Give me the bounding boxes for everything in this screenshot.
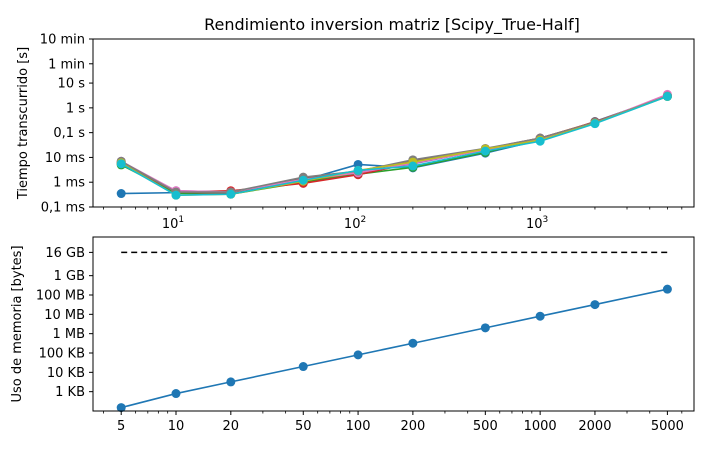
time-y-tick-label: 10 ms <box>45 151 85 166</box>
memory-data-point <box>353 350 363 360</box>
memory-y-tick-label: 16 GB <box>45 246 85 261</box>
time-series-line <box>120 94 668 193</box>
time-data-point <box>480 146 490 156</box>
memory-x-tick-label: 5 <box>117 419 125 434</box>
memory-y-tick-label: 10 KB <box>47 366 85 381</box>
time-y-tick-label: 1 s <box>66 101 85 116</box>
memory-x-axis: 5 10 20 50 100 200 500 1000 2000 5000 <box>103 411 684 434</box>
time-series-line <box>120 95 668 196</box>
memory-data-point <box>408 338 418 348</box>
memory-x-tick-label: 5000 <box>651 419 684 434</box>
time-plot-frame <box>92 38 695 208</box>
time-y-tick-label: 10 s <box>58 77 86 92</box>
time-x-tick-label: 101 <box>162 215 184 232</box>
time-y-axis: 0,1 ms 1 ms 10 ms 0,1 s 1 s 10 s 1 min 10 min <box>40 33 93 216</box>
time-y-tick-label: 1 ms <box>53 176 85 191</box>
memory-y-tick-label: 1 KB <box>55 385 85 400</box>
memory-y-tick-label: 100 KB <box>39 347 85 362</box>
time-data-point <box>408 161 418 171</box>
memory-y-tick-label: 100 MB <box>36 289 85 304</box>
memory-series-lines <box>116 284 672 413</box>
time-series-line <box>121 95 668 195</box>
memory-x-tick-label: 50 <box>295 419 312 434</box>
time-series-line <box>120 95 668 196</box>
time-series-line <box>120 95 668 193</box>
memory-y-tick-label: 10 MB <box>44 308 85 323</box>
memory-y-axis: 1 KB 10 KB 100 KB 1 MB 10 MB 100 MB 1 GB 16 GB <box>36 246 93 400</box>
time-y-tick-label: 10 min <box>40 33 85 48</box>
memory-data-point <box>226 377 236 387</box>
time-data-point <box>353 165 363 175</box>
time-series-line <box>120 95 668 195</box>
time-y-axis-label: Tiempo transcurrido [s] <box>16 47 31 200</box>
time-y-tick-label: 0,1 s <box>53 126 85 141</box>
memory-x-tick-label: 100 <box>346 419 371 434</box>
memory-x-tick-label: 10 <box>168 419 185 434</box>
time-x-tick-label: 103 <box>526 215 548 232</box>
memory-plot-frame <box>92 236 695 412</box>
time-plot: 0,1 ms 1 ms 10 ms 0,1 s 1 s 10 s 1 min 10 min 1… <box>16 33 695 232</box>
chart-title: Rendimiento inversion matriz [Scipy_True… <box>204 15 580 35</box>
memory-x-tick-label: 20 <box>223 419 240 434</box>
time-x-tick-label: 102 <box>344 215 366 232</box>
time-y-tick-label: 0,1 ms <box>41 201 85 216</box>
time-series-line <box>120 95 668 193</box>
time-data-point <box>171 190 181 200</box>
time-data-point <box>116 159 126 169</box>
time-data-point <box>226 189 236 199</box>
memory-y-tick-label: 1 GB <box>54 269 85 284</box>
memory-y-tick-label: 1 MB <box>52 327 85 342</box>
time-series-line <box>120 95 668 195</box>
memory-data-point <box>298 362 308 372</box>
memory-data-point <box>116 403 126 413</box>
memory-x-tick-label: 1000 <box>524 419 557 434</box>
time-series-line <box>120 95 668 195</box>
memory-data-point <box>535 311 545 321</box>
memory-data-point <box>590 300 600 310</box>
time-data-point <box>662 91 672 101</box>
time-y-tick-label: 1 min <box>48 57 85 72</box>
memory-data-point <box>480 323 490 333</box>
time-data-point <box>535 136 545 146</box>
memory-x-tick-label: 500 <box>473 419 498 434</box>
time-series-lines <box>116 89 672 200</box>
memory-x-tick-label: 2000 <box>578 419 611 434</box>
time-series-line <box>120 93 668 193</box>
time-data-point <box>116 189 126 199</box>
time-x-axis: 101 102 103 <box>103 207 683 232</box>
memory-data-point <box>171 389 181 399</box>
memory-x-tick-label: 200 <box>400 419 425 434</box>
memory-data-point <box>662 284 672 294</box>
memory-y-axis-label: Uso de memoria [bytes] <box>10 245 25 402</box>
time-data-point <box>298 175 308 185</box>
time-data-point <box>590 119 600 129</box>
memory-series-line <box>121 288 668 409</box>
